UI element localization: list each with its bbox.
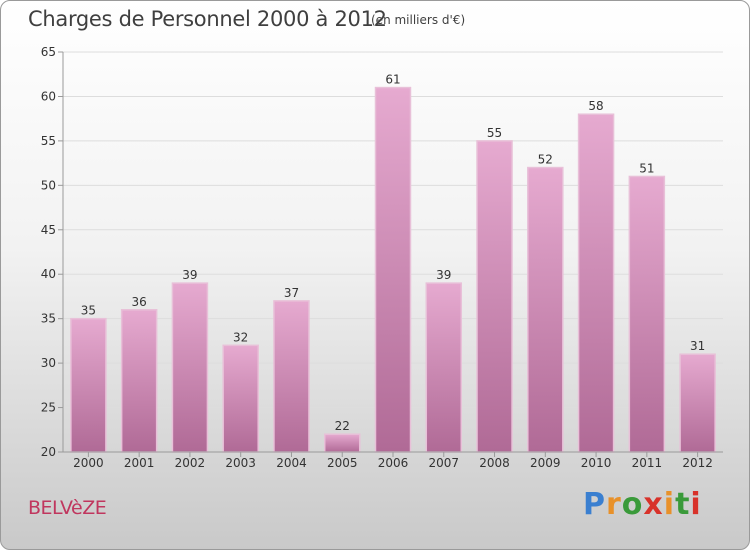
logo-letter: x — [643, 487, 664, 522]
bar-2005 — [323, 433, 361, 453]
bar-2004 — [273, 300, 310, 453]
bar-2010 — [577, 113, 615, 453]
data-label-2006: 61 — [385, 73, 400, 87]
logo-letter: r — [606, 487, 622, 522]
y-tick-label: 65 — [41, 45, 56, 59]
axes — [58, 51, 723, 457]
logo-letter: o — [621, 487, 644, 522]
logo-letter: i — [663, 487, 676, 522]
y-tick-label: 25 — [41, 401, 56, 415]
data-label-2001: 36 — [132, 295, 147, 309]
x-tick-label: 2004 — [276, 456, 307, 470]
x-tick-label: 2007 — [428, 456, 459, 470]
x-tick-label: 2005 — [327, 456, 358, 470]
bar-2002 — [171, 282, 209, 453]
bars — [70, 86, 716, 453]
bar-2007 — [425, 282, 463, 453]
bar-2006 — [374, 86, 412, 453]
logo-letter: i — [690, 487, 702, 522]
y-tick-label: 50 — [41, 178, 56, 192]
commune-name: BELVèZE — [28, 497, 107, 519]
bar-2003 — [222, 344, 259, 453]
data-label-2012: 31 — [690, 339, 705, 353]
data-label-2005: 22 — [335, 419, 350, 433]
y-tick-label: 35 — [41, 312, 56, 326]
bar-2001 — [120, 309, 158, 453]
y-tick-label: 45 — [41, 223, 56, 237]
x-tick-label: 2000 — [73, 456, 104, 470]
bar-2009 — [527, 166, 564, 453]
bar-2012 — [679, 353, 716, 453]
data-label-2000: 35 — [81, 304, 96, 318]
logo-letter: t — [675, 487, 691, 522]
proxiti-logo[interactable]: Proxiti — [583, 487, 702, 522]
x-tick-label: 2012 — [682, 456, 713, 470]
data-label-2010: 58 — [588, 99, 603, 113]
y-tick-label: 40 — [41, 267, 56, 281]
x-tick-label: 2003 — [225, 456, 256, 470]
x-tick-label: 2009 — [530, 456, 561, 470]
y-tick-label: 55 — [41, 134, 56, 148]
y-tick-label: 30 — [41, 356, 56, 370]
data-label-2009: 52 — [538, 153, 553, 167]
data-label-2007: 39 — [436, 268, 451, 282]
x-tick-label: 2011 — [632, 456, 663, 470]
data-label-2008: 55 — [487, 126, 502, 140]
x-tick-label: 2010 — [581, 456, 612, 470]
y-tick-label: 60 — [41, 89, 56, 103]
logo-letter: P — [583, 487, 606, 522]
data-label-2003: 32 — [233, 330, 248, 344]
labels: 20 25 30 35 40 45 50 55 60 65 35 2000 36 2001 39 2002 32… — [41, 45, 713, 470]
y-tick-label: 20 — [41, 445, 56, 459]
chart-subtitle: (en milliers d'€) — [371, 13, 466, 27]
chart-title: Charges de Personnel 2000 à 2012 — [28, 7, 387, 31]
data-label-2011: 51 — [639, 161, 654, 175]
data-label-2002: 39 — [182, 268, 197, 282]
data-label-2004: 37 — [284, 286, 299, 300]
bar-2008 — [476, 140, 513, 453]
x-tick-label: 2001 — [124, 456, 155, 470]
x-tick-label: 2006 — [378, 456, 409, 470]
bar-2000 — [70, 317, 107, 453]
bar-2011 — [628, 175, 666, 453]
x-tick-label: 2002 — [175, 456, 206, 470]
x-tick-label: 2008 — [479, 456, 510, 470]
